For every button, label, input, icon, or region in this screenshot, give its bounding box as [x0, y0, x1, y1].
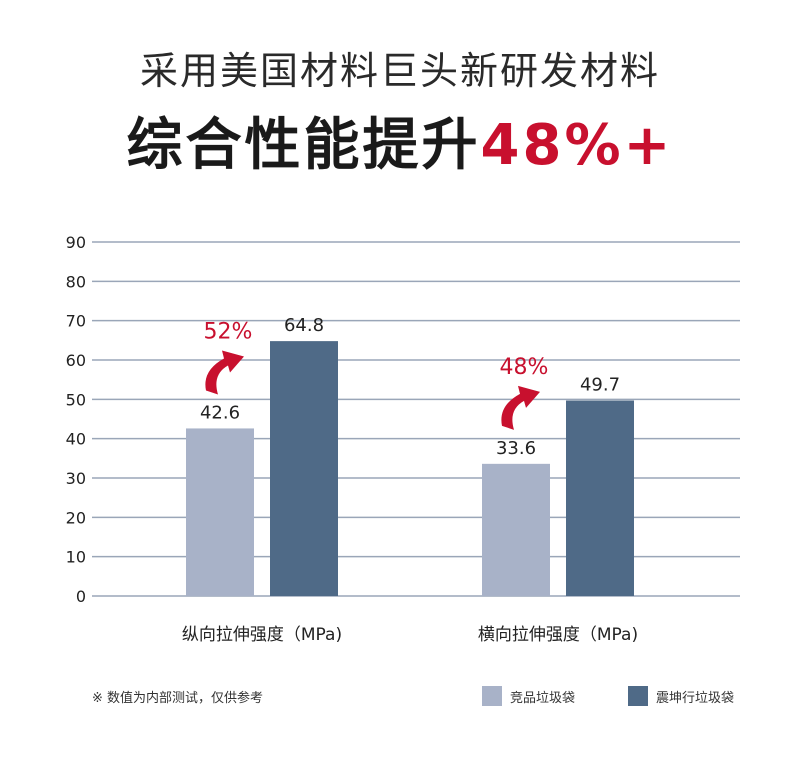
data-label: 49.7 — [580, 375, 620, 396]
legend-swatch-zhenkun — [628, 686, 648, 706]
y-tick-label: 0 — [76, 587, 86, 606]
y-tick-label: 50 — [66, 390, 86, 409]
legend-label-zhenkun: 震坤行垃圾袋 — [656, 690, 735, 706]
bar — [186, 428, 254, 596]
x-category-label: 横向拉伸强度（MPa) — [478, 625, 638, 645]
y-tick-label: 20 — [66, 508, 86, 527]
y-tick-label: 80 — [66, 272, 86, 291]
legend-swatch-competitor — [482, 686, 502, 706]
bar — [566, 400, 634, 596]
headline: 综合性能提升48%+ — [0, 100, 800, 181]
improvement-label: 52% — [204, 319, 253, 344]
improvement-label: 48% — [500, 355, 549, 380]
subtitle: 采用美国材料巨头新研发材料 — [139, 49, 660, 93]
legend-item-competitor: 竞品垃圾袋 — [482, 686, 575, 706]
bar — [270, 341, 338, 596]
data-label: 42.6 — [200, 402, 240, 423]
y-tick-label: 70 — [66, 312, 86, 331]
y-tick-label: 30 — [66, 469, 86, 488]
legend-label-competitor: 竞品垃圾袋 — [510, 690, 576, 706]
headline-main: 综合性能提升 — [126, 113, 481, 178]
y-tick-label: 40 — [66, 430, 86, 449]
data-label: 64.8 — [284, 315, 324, 336]
y-tick-label: 90 — [66, 233, 86, 252]
y-tick-label: 60 — [66, 351, 86, 370]
x-category-label: 纵向拉伸强度（MPa) — [182, 625, 342, 645]
y-tick-label: 10 — [66, 548, 86, 567]
headline-accent: 48%+ — [480, 113, 674, 178]
bar — [482, 463, 550, 596]
improvement-arrow-icon — [501, 385, 540, 430]
improvement-arrow-icon — [205, 350, 244, 395]
footnote: ※ 数值为内部测试，仅供参考 — [92, 691, 264, 706]
legend-item-zhenkun: 震坤行垃圾袋 — [628, 686, 734, 706]
data-label: 33.6 — [496, 438, 536, 459]
